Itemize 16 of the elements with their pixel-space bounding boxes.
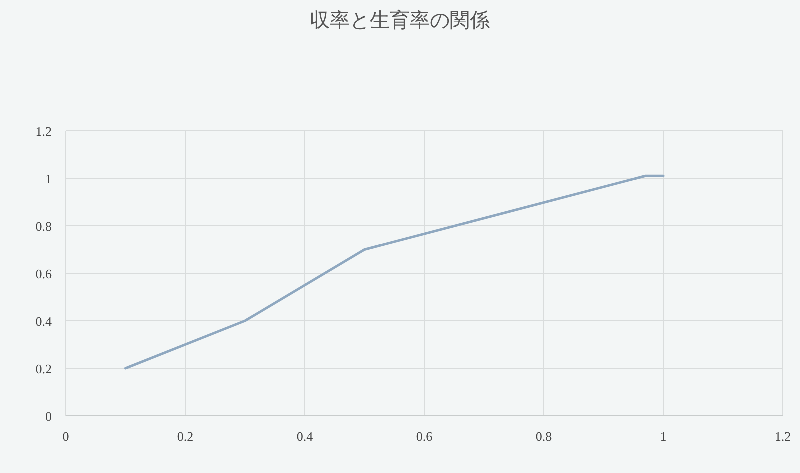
y-tick-label: 0.2 [36,362,52,376]
y-tick-label: 1.2 [36,124,52,139]
x-tick-label: 0.4 [296,429,314,444]
x-tick-label: 0.6 [416,429,434,444]
line-series [124,174,665,370]
y-tick-label: 0.4 [36,314,52,329]
x-tick-label: 1 [660,429,667,444]
y-tick-label: 0.8 [36,219,52,234]
chart-title: 収率と生育率の関係 [310,9,490,32]
x-tick-label: 1.2 [774,429,792,444]
x-tick-label: 0 [62,429,70,444]
y-tick-label: 1 [46,172,52,186]
y-tick-label: 0 [46,409,52,424]
x-tick-label: 0.2 [177,429,194,444]
x-tick-label: 0.8 [536,429,552,444]
y-tick-label: 0.6 [36,266,52,282]
